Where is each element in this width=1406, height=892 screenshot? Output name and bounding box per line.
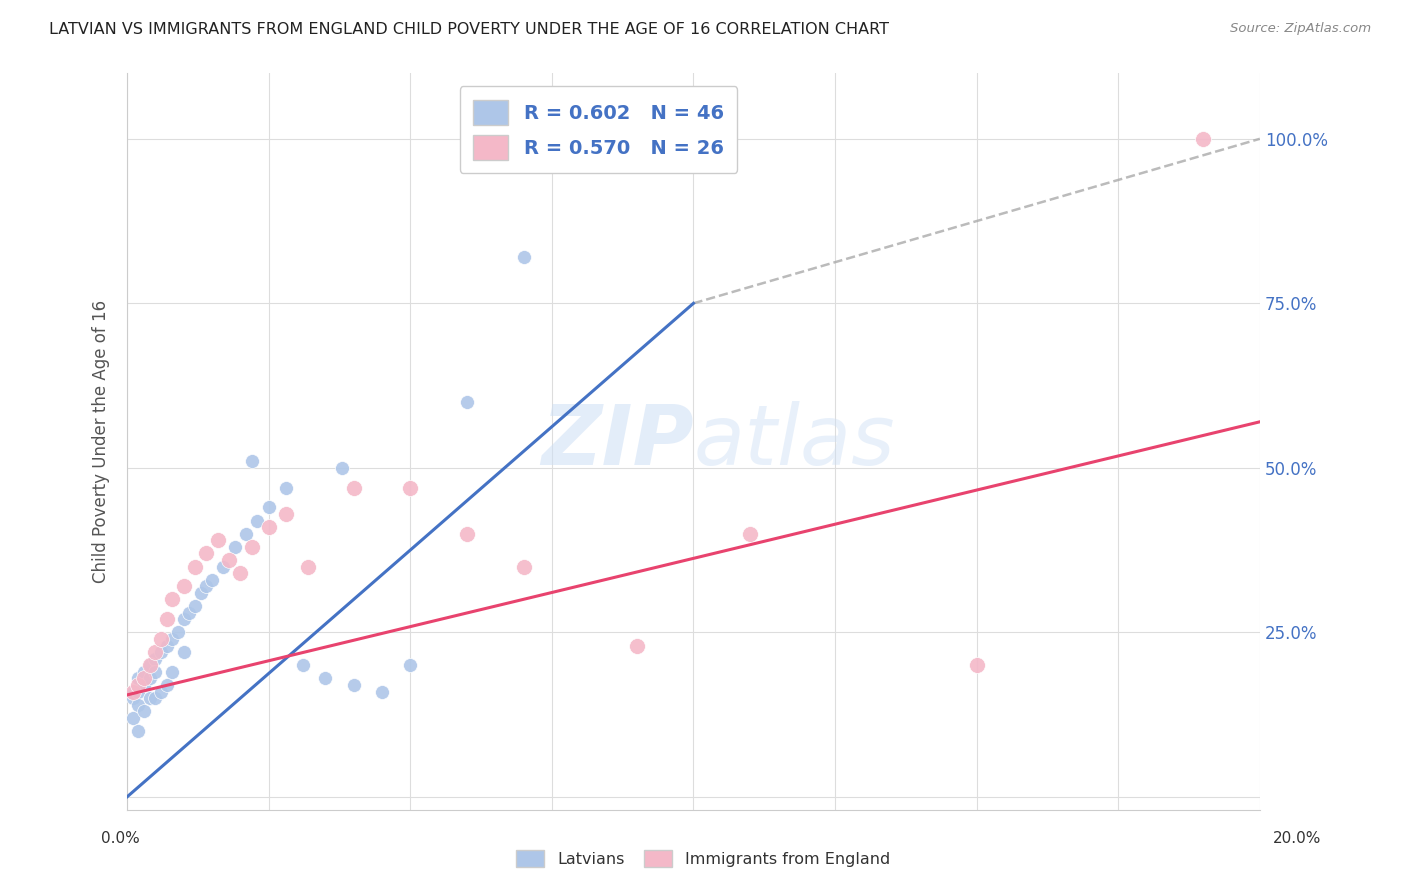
Point bbox=[738, 526, 761, 541]
Point bbox=[218, 553, 240, 567]
Point bbox=[127, 698, 149, 712]
Point bbox=[371, 684, 394, 698]
Legend: Latvians, Immigrants from England: Latvians, Immigrants from England bbox=[509, 843, 897, 873]
Point bbox=[138, 672, 160, 686]
Point bbox=[132, 705, 155, 719]
Point bbox=[274, 507, 297, 521]
Point bbox=[456, 395, 478, 409]
Point bbox=[399, 481, 422, 495]
Text: 0.0%: 0.0% bbox=[101, 831, 141, 847]
Point bbox=[240, 540, 263, 554]
Point bbox=[132, 665, 155, 679]
Point bbox=[212, 559, 235, 574]
Point bbox=[207, 533, 229, 548]
Point bbox=[229, 566, 252, 581]
Point bbox=[127, 684, 149, 698]
Point bbox=[966, 658, 988, 673]
Point bbox=[143, 645, 166, 659]
Text: 20.0%: 20.0% bbox=[1274, 831, 1322, 847]
Point bbox=[274, 481, 297, 495]
Point bbox=[132, 678, 155, 692]
Text: atlas: atlas bbox=[693, 401, 896, 482]
Point bbox=[149, 632, 172, 646]
Text: Source: ZipAtlas.com: Source: ZipAtlas.com bbox=[1230, 22, 1371, 36]
Point bbox=[156, 678, 179, 692]
Point bbox=[121, 684, 143, 698]
Point bbox=[121, 684, 143, 698]
Point bbox=[143, 651, 166, 665]
Point bbox=[149, 645, 172, 659]
Point bbox=[173, 612, 195, 626]
Point bbox=[149, 684, 172, 698]
Point bbox=[190, 586, 212, 600]
Point bbox=[184, 559, 207, 574]
Point bbox=[173, 645, 195, 659]
Point bbox=[257, 500, 280, 515]
Point bbox=[162, 665, 184, 679]
Legend: R = 0.602   N = 46, R = 0.570   N = 26: R = 0.602 N = 46, R = 0.570 N = 26 bbox=[460, 87, 738, 173]
Point bbox=[512, 559, 534, 574]
Point bbox=[121, 711, 143, 725]
Point bbox=[179, 606, 201, 620]
Point bbox=[162, 632, 184, 646]
Point bbox=[626, 132, 648, 146]
Point bbox=[156, 639, 179, 653]
Point bbox=[138, 658, 160, 673]
Point bbox=[132, 672, 155, 686]
Point bbox=[342, 678, 364, 692]
Point bbox=[143, 665, 166, 679]
Point bbox=[195, 579, 218, 593]
Point bbox=[127, 678, 149, 692]
Point bbox=[314, 672, 336, 686]
Point bbox=[330, 461, 353, 475]
Point bbox=[143, 691, 166, 706]
Point bbox=[342, 481, 364, 495]
Point bbox=[399, 658, 422, 673]
Point bbox=[297, 559, 319, 574]
Point bbox=[138, 658, 160, 673]
Point bbox=[162, 592, 184, 607]
Point bbox=[235, 526, 257, 541]
Point bbox=[512, 250, 534, 264]
Point bbox=[184, 599, 207, 613]
Point bbox=[156, 612, 179, 626]
Point bbox=[121, 691, 143, 706]
Point bbox=[291, 658, 314, 673]
Point bbox=[257, 520, 280, 534]
Point bbox=[195, 546, 218, 560]
Point bbox=[173, 579, 195, 593]
Point bbox=[201, 573, 224, 587]
Point bbox=[456, 526, 478, 541]
Y-axis label: Child Poverty Under the Age of 16: Child Poverty Under the Age of 16 bbox=[93, 300, 110, 583]
Point bbox=[167, 625, 190, 640]
Point bbox=[224, 540, 246, 554]
Point bbox=[240, 454, 263, 468]
Text: LATVIAN VS IMMIGRANTS FROM ENGLAND CHILD POVERTY UNDER THE AGE OF 16 CORRELATION: LATVIAN VS IMMIGRANTS FROM ENGLAND CHILD… bbox=[49, 22, 889, 37]
Point bbox=[138, 691, 160, 706]
Point bbox=[127, 724, 149, 739]
Point bbox=[626, 639, 648, 653]
Point bbox=[127, 672, 149, 686]
Point bbox=[246, 514, 269, 528]
Text: ZIP: ZIP bbox=[541, 401, 693, 482]
Point bbox=[1192, 132, 1215, 146]
